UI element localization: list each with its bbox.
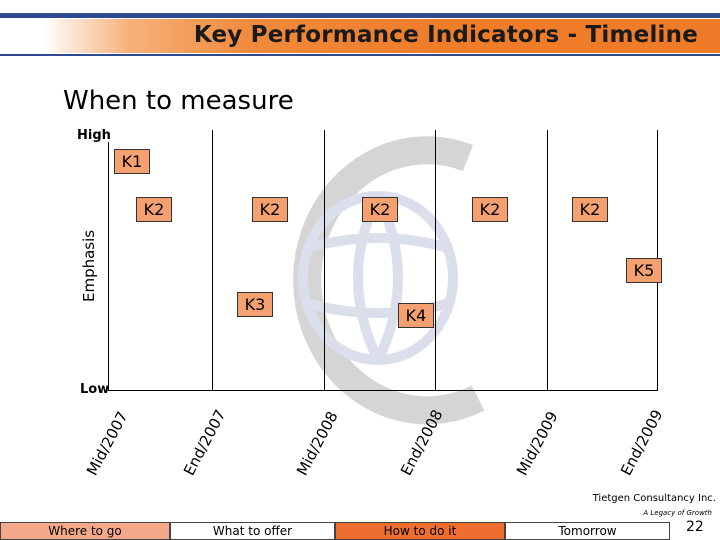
header-underline xyxy=(0,54,720,56)
kpi-k3-box: K3 xyxy=(237,292,273,317)
timeline-divider-2 xyxy=(324,130,325,391)
kpi-k4-box: K4 xyxy=(398,303,434,328)
kpi-k1-box: K1 xyxy=(114,149,150,174)
timeline-label-mid-2009: Mid/2009 xyxy=(513,408,562,479)
kpi-k2-box: K2 xyxy=(472,197,508,222)
nav-how-to-do-it[interactable]: How to do it xyxy=(335,522,505,540)
company-tagline: A Legacy of Growth xyxy=(643,509,712,517)
kpi-k2-box: K2 xyxy=(572,197,608,222)
x-axis-line xyxy=(108,390,658,391)
axis-low-label: Low xyxy=(80,382,110,397)
company-name: Tietgen Consultancy Inc. xyxy=(592,493,716,504)
timeline-divider-4 xyxy=(547,130,548,391)
kpi-k5-box: K5 xyxy=(626,258,662,283)
globe-watermark-icon xyxy=(293,136,485,425)
y-axis-line xyxy=(108,142,109,391)
slide-title: Key Performance Indicators - Timeline xyxy=(193,22,698,48)
timeline-label-end-2009: End/2009 xyxy=(617,406,667,479)
nav-what-to-offer[interactable]: What to offer xyxy=(170,522,335,540)
header-bar-orange xyxy=(0,19,720,53)
kpi-k2-box: K2 xyxy=(252,197,288,222)
kpi-k2-box: K2 xyxy=(362,197,398,222)
nav-tomorrow[interactable]: Tomorrow xyxy=(505,522,670,540)
page-number: 22 xyxy=(686,519,704,535)
kpi-k2-box: K2 xyxy=(136,197,172,222)
timeline-divider-3 xyxy=(435,130,436,391)
axis-high-label: High xyxy=(77,128,111,143)
header-bar-blue xyxy=(0,13,720,18)
timeline-label-end-2007: End/2007 xyxy=(180,406,230,479)
axis-y-label: Emphasis xyxy=(80,229,98,302)
timeline-divider-1 xyxy=(212,130,213,391)
timeline-label-mid-2007: Mid/2007 xyxy=(83,408,132,479)
section-heading: When to measure xyxy=(63,86,294,116)
nav-where-to-go[interactable]: Where to go xyxy=(0,522,170,540)
